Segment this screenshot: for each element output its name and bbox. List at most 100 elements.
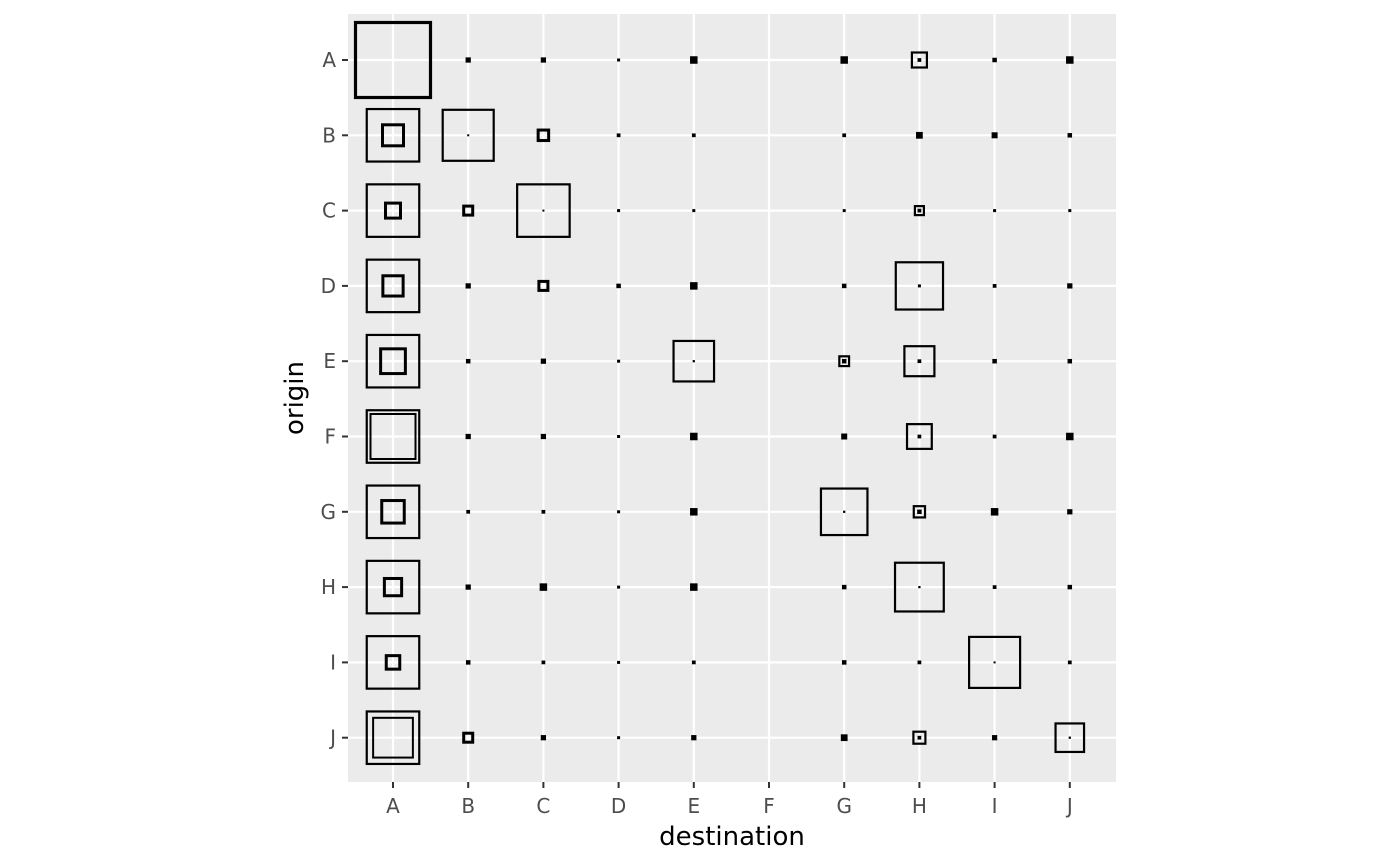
cell-H-D (617, 585, 621, 589)
cell-H-C (539, 583, 548, 591)
cell-mark (616, 133, 621, 138)
cell-mark (992, 585, 997, 589)
cell-J-C (540, 735, 547, 741)
cell-inner-square (537, 279, 550, 292)
cell-J-E (691, 735, 697, 741)
cell-outer-square (903, 345, 936, 378)
cell-mark (465, 660, 471, 665)
cell-mark (841, 433, 848, 440)
cell-outer-square (365, 559, 421, 615)
cell-C-I (993, 209, 997, 213)
cell-inner-square (381, 274, 405, 298)
cell-A-G (840, 56, 848, 64)
cell-mark (1066, 56, 1074, 64)
y-tick-label-I: I (330, 650, 336, 674)
cell-F-C (540, 433, 547, 440)
cell-G-H (912, 505, 927, 519)
cell-mark (992, 57, 997, 63)
cell-G-J (1067, 509, 1073, 515)
cell-A-J (1066, 56, 1074, 64)
cell-inner-square (917, 208, 922, 213)
cell-A-C (540, 57, 547, 63)
cell-mark (617, 736, 621, 740)
cell-I-C (541, 660, 546, 665)
y-tick-label-C: C (322, 199, 336, 223)
cell-mark (690, 432, 698, 441)
cell-mark (842, 209, 846, 213)
cell-outer-square (365, 635, 421, 690)
cell-B-B (441, 108, 495, 162)
cell-mark (690, 508, 698, 516)
cell-C-E (692, 209, 696, 213)
cell-G-D (617, 510, 621, 514)
x-tick-label-J: J (1065, 794, 1073, 818)
cell-mark (991, 132, 998, 139)
cell-mark (465, 358, 471, 364)
x-tick-label-E: E (687, 794, 700, 818)
cell-C-C (516, 183, 571, 238)
cell-mark (616, 283, 621, 289)
cell-inner-square (380, 499, 406, 525)
cell-A-H (910, 51, 929, 69)
cell-D-J (1067, 283, 1073, 289)
cell-outer-square (365, 484, 421, 540)
cell-I-H (917, 660, 922, 665)
cell-C-B (462, 204, 475, 217)
x-tick-label-H: H (912, 794, 927, 818)
y-tick-label-D: D (321, 274, 336, 298)
cell-J-H (912, 730, 927, 745)
x-tick-label-C: C (536, 794, 550, 818)
cell-inner-square (993, 661, 996, 664)
y-tick-label-A: A (322, 48, 336, 72)
cell-J-J (1054, 722, 1086, 754)
cell-outer-square (894, 261, 945, 311)
cell-mark (617, 359, 621, 363)
cell-outer-square (365, 258, 421, 314)
plot-panel (348, 14, 1116, 782)
cell-I-E (691, 660, 696, 665)
cell-outer-square (516, 183, 571, 238)
cell-C-A (365, 183, 421, 238)
cell-inner-square (918, 585, 921, 589)
cell-B-G (842, 133, 847, 138)
cell-F-J (1066, 432, 1074, 441)
cell-mark (540, 735, 547, 741)
cell-B-E (691, 133, 696, 138)
cell-inner-square (1068, 736, 1071, 739)
cell-mark (540, 57, 547, 63)
cell-mark (617, 58, 621, 62)
x-tick-label-I: I (992, 794, 998, 818)
cell-H-G (841, 584, 847, 590)
cell-outer-square (441, 108, 495, 162)
cell-mark (841, 584, 847, 590)
cell-inner-square (917, 735, 922, 740)
cell-mark (916, 131, 923, 139)
cell-mark (617, 510, 621, 514)
cell-E-D (617, 359, 621, 363)
y-tick-label-B: B (322, 123, 336, 147)
cell-D-C (537, 279, 550, 292)
cell-mark (466, 509, 471, 514)
cell-mark (991, 735, 998, 741)
cell-inner-square (917, 359, 922, 364)
x-tick-label-A: A (386, 794, 400, 818)
cell-B-C (536, 128, 551, 143)
cell-mark (992, 358, 997, 364)
cell-inner-square (379, 347, 407, 376)
cell-inner-square (381, 123, 405, 148)
cell-mark (617, 585, 621, 589)
cell-mark (690, 583, 698, 591)
cell-inner-square (536, 128, 551, 143)
cell-inner-square (462, 731, 475, 744)
cell-mark (841, 283, 847, 289)
grid-lines (348, 14, 1116, 782)
cell-mark (842, 133, 847, 138)
x-axis-ticks: A B C D E F G H I J (386, 782, 1073, 818)
y-tick-label-F: F (324, 425, 336, 449)
cell-G-C (541, 509, 546, 514)
cell-mark (540, 433, 547, 440)
cell-outer-square (910, 51, 929, 69)
cell-D-G (841, 283, 847, 289)
cell-outer-square (967, 635, 1022, 690)
cell-A-A (353, 20, 433, 100)
